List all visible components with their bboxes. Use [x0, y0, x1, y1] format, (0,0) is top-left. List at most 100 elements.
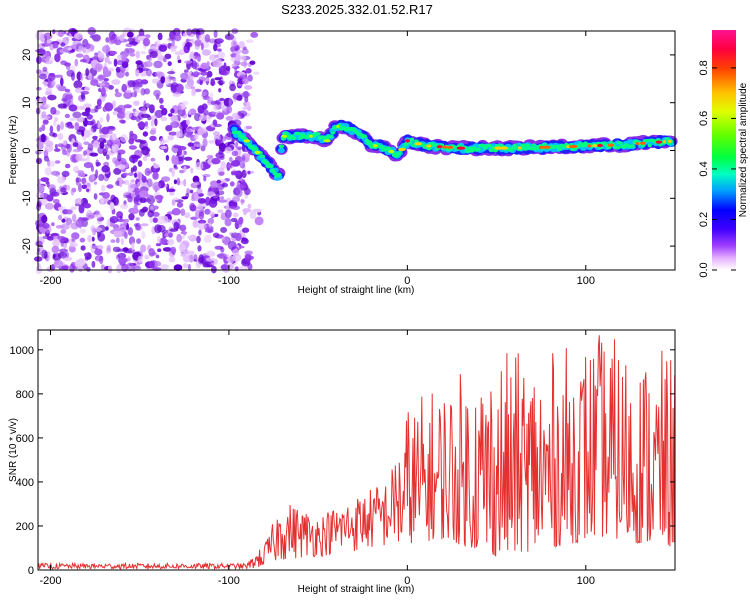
spectrogram-noise-blob: [75, 153, 83, 162]
spectrogram-noise-blob: [176, 201, 184, 208]
spectrogram-noise-blob: [218, 171, 225, 176]
spectrogram-noise-blob: [91, 174, 95, 181]
spectrogram-noise-blob: [61, 265, 69, 271]
spectrogram-noise-blob: [153, 60, 163, 69]
spectrogram-noise-blob: [180, 253, 186, 257]
spectrogram-trace-peak: [366, 142, 374, 146]
spectrogram-noise-blob: [189, 202, 196, 212]
spectrogram-noise-blob: [235, 232, 242, 242]
spectrogram-noise-blob: [154, 185, 158, 193]
spectrogram-noise-blob: [36, 56, 42, 64]
spectrogram-noise-blob: [202, 263, 210, 268]
colorbar: 0.0 0.2 0.4 0.6 0.8 Normalized spectral ampl…: [698, 30, 749, 278]
spectrogram-noise-blob: [104, 102, 114, 112]
spectrogram-noise-blob: [203, 234, 212, 243]
spectrogram-noise-blob: [237, 146, 243, 150]
spectrogram-noise-blob: [75, 53, 84, 58]
spectrogram-noise-blob: [61, 237, 67, 241]
spectrogram-noise-blob: [73, 166, 79, 173]
spectrogram-noise-blob: [49, 125, 54, 133]
spectrogram-noise-blob: [111, 79, 121, 85]
spectrogram-y-label: Frequency (Hz): [8, 116, 19, 185]
spectrogram-trace-blob: [542, 142, 548, 147]
spectrogram-noise-blob: [188, 110, 192, 115]
spectrogram-noise-blob: [57, 206, 64, 211]
spectrogram-noise-blob: [194, 113, 201, 122]
spectrogram-trace-blob: [522, 147, 529, 151]
spectrogram-noise-blob: [197, 127, 205, 136]
spectrogram-noise-blob: [208, 222, 212, 228]
spectrogram-noise-blob: [187, 263, 191, 272]
snr-x-tick-label: -100: [218, 575, 240, 587]
spectrogram-noise-blob: [161, 176, 171, 183]
spectrogram-noise-blob: [158, 44, 168, 52]
spectrogram-noise-blob: [106, 244, 111, 252]
spectrogram-y-tick-label: 20: [21, 49, 33, 61]
spectrogram-noise-blob: [43, 119, 49, 124]
spectrogram-trace-peak: [383, 147, 389, 151]
spectrogram-noise-blob: [173, 197, 180, 201]
spectrogram-noise-blob: [37, 48, 46, 56]
spectrogram-trace-peak: [587, 144, 592, 148]
spectrogram-trace-peak: [426, 144, 432, 148]
spectrogram-noise-blob: [150, 157, 156, 162]
spectrogram-trace-peak: [640, 141, 646, 145]
spectrogram-noise-blob: [73, 80, 83, 89]
spectrogram-noise-blob: [209, 54, 217, 61]
spectrogram-noise-blob: [157, 32, 163, 41]
spectrogram-noise-blob: [36, 251, 43, 256]
spectrogram-noise-blob: [102, 192, 110, 199]
spectrogram-trace-peak: [655, 140, 663, 144]
spectrogram-trace-peak: [456, 146, 466, 150]
spectrogram-noise-blob: [196, 188, 203, 195]
spectrogram-noise-blob: [44, 115, 50, 119]
spectrogram-noise-blob: [232, 196, 241, 203]
spectrogram-noise-blob: [185, 192, 190, 198]
spectrogram-noise-blob: [126, 48, 135, 54]
spectrogram-noise-blob: [198, 229, 202, 236]
spectrogram-noise-blob: [57, 143, 64, 148]
spectrogram-noise-blob: [165, 125, 173, 132]
spectrogram-noise-blob: [155, 243, 162, 247]
spectrogram-noise-blob: [194, 88, 202, 93]
spectrogram-noise-blob: [40, 177, 50, 183]
spectrogram-noise-blob: [48, 184, 56, 191]
spectrogram-noise-blob: [60, 229, 67, 234]
spectrogram-trace-blob: [488, 148, 494, 153]
spectrogram-noise-blob: [214, 245, 224, 250]
spectrogram-noise-blob: [57, 29, 64, 38]
spectrogram-noise-blob: [232, 248, 240, 257]
spectrogram-noise-blob: [213, 103, 219, 111]
spectrogram-noise-blob: [149, 46, 159, 50]
spectrogram-noise-blob: [206, 70, 213, 78]
spectrogram-trace-blob: [520, 143, 527, 147]
spectrogram-noise-blob: [192, 219, 199, 228]
spectrogram-noise-blob: [217, 190, 225, 196]
spectrogram-noise-blob: [38, 73, 48, 80]
spectrogram-noise-blob: [93, 181, 98, 185]
spectrogram-noise-blob: [169, 228, 179, 232]
spectrogram-noise-blob: [167, 239, 175, 246]
spectrogram-noise-blob: [218, 149, 224, 156]
spectrogram-noise-blob: [44, 167, 52, 176]
spectrogram-noise-blob: [84, 252, 88, 257]
spectrogram-noise-blob: [132, 265, 142, 271]
spectrogram-noise-blob: [83, 150, 87, 156]
spectrogram-noise-blob: [129, 53, 136, 57]
spectrogram-trace-peak: [404, 139, 410, 143]
spectrogram-noise-blob: [157, 235, 161, 244]
spectrogram-noise-blob: [70, 206, 77, 210]
spectrogram-noise-blob: [149, 135, 157, 142]
spectrogram-noise-blob: [209, 211, 215, 217]
spectrogram-noise-blob: [164, 53, 172, 60]
spectrogram-noise-blob: [126, 262, 134, 272]
spectrogram-noise-blob: [130, 167, 134, 174]
spectrogram-noise-blob: [49, 233, 59, 237]
spectrogram-noise-blob: [201, 103, 208, 110]
spectrogram-noise-blob: [160, 116, 168, 122]
spectrogram-noise-blob: [130, 115, 137, 121]
spectrogram-trace-blob: [328, 134, 333, 139]
spectrogram-trace-blob: [278, 144, 285, 149]
spectrogram-noise-blob: [149, 105, 155, 109]
spectrogram-noise-blob: [140, 79, 149, 85]
